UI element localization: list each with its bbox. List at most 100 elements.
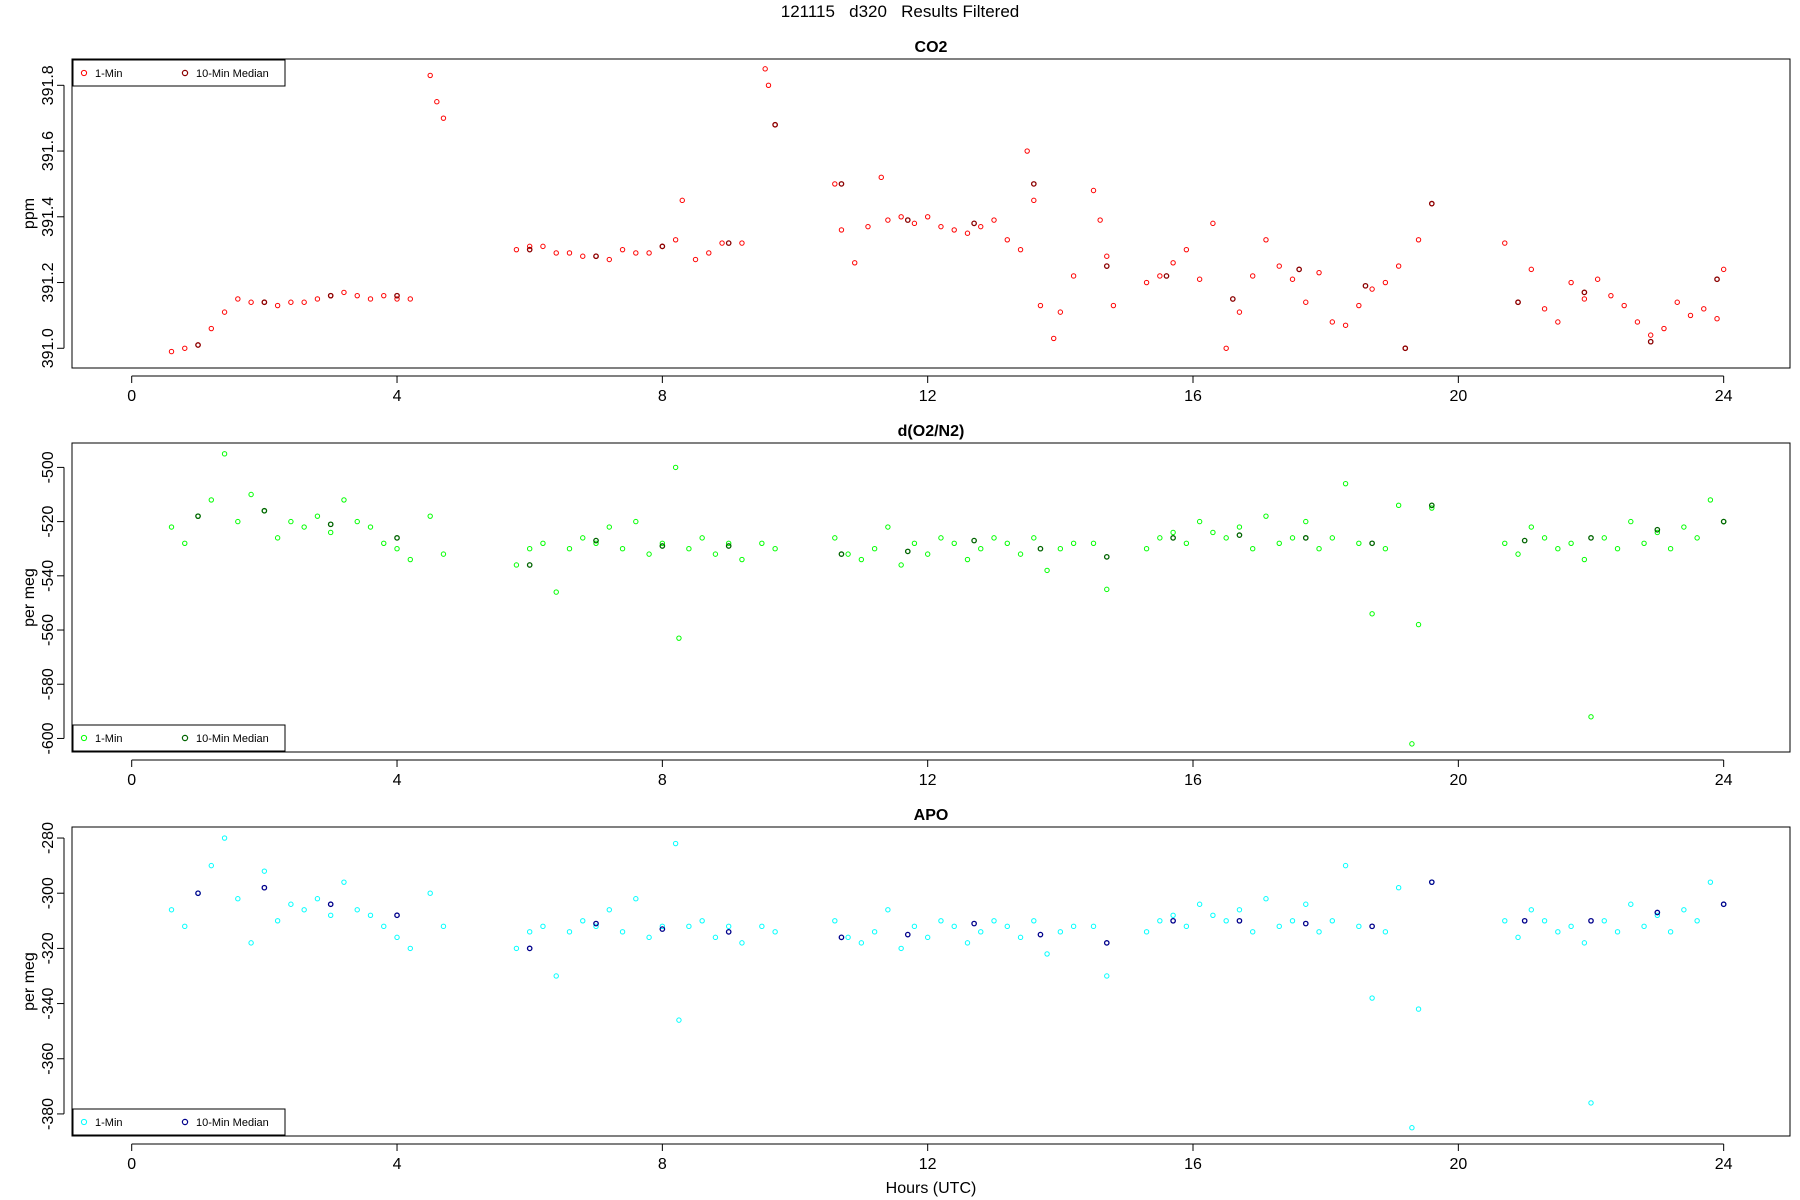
one-min-point bbox=[885, 524, 891, 530]
x-tick-label: 8 bbox=[658, 772, 667, 789]
x-tick-label: 24 bbox=[1715, 1156, 1733, 1173]
one-min-point bbox=[725, 923, 732, 930]
one-min-point bbox=[1429, 505, 1435, 511]
median-point bbox=[327, 521, 334, 528]
one-min-point bbox=[699, 918, 705, 924]
one-min-point bbox=[1342, 862, 1349, 869]
one-min-point bbox=[1017, 934, 1024, 941]
one-min-point bbox=[513, 562, 520, 568]
median-point bbox=[1296, 266, 1302, 273]
one-min-point bbox=[1502, 240, 1508, 246]
one-min-point bbox=[1090, 923, 1097, 930]
one-min-point bbox=[1581, 556, 1588, 563]
one-min-point bbox=[885, 907, 891, 913]
one-min-point bbox=[1289, 918, 1296, 924]
panel-title: d(O2/N2) bbox=[898, 423, 965, 440]
one-min-point bbox=[1395, 884, 1402, 891]
median-point bbox=[659, 243, 666, 250]
median-point bbox=[725, 543, 732, 549]
y-tick-label: -300 bbox=[40, 877, 57, 909]
one-min-point bbox=[1143, 546, 1150, 552]
median-point bbox=[327, 292, 334, 299]
one-min-point bbox=[354, 907, 360, 913]
one-min-point bbox=[301, 524, 307, 530]
one-min-point bbox=[646, 551, 652, 557]
x-tick-label: 16 bbox=[1184, 388, 1202, 405]
one-min-point bbox=[553, 589, 559, 595]
one-min-point bbox=[553, 973, 559, 979]
one-min-point bbox=[1044, 567, 1050, 574]
one-min-point bbox=[1667, 929, 1674, 935]
one-min-point bbox=[1528, 266, 1535, 273]
y-axis-label: per meg bbox=[21, 952, 38, 1011]
one-min-point bbox=[274, 535, 281, 541]
legend-marker-median bbox=[181, 1118, 189, 1126]
one-min-point bbox=[1004, 923, 1010, 930]
one-min-point bbox=[580, 535, 586, 541]
one-min-point bbox=[1707, 497, 1714, 503]
one-min-point bbox=[1555, 929, 1561, 935]
one-min-point bbox=[1661, 325, 1667, 332]
x-tick-label: 4 bbox=[393, 772, 402, 789]
one-min-point bbox=[633, 518, 639, 525]
one-min-point bbox=[911, 923, 918, 930]
one-min-point bbox=[354, 518, 360, 525]
one-min-point bbox=[991, 535, 997, 541]
one-min-point bbox=[394, 296, 400, 302]
legend-box bbox=[72, 1108, 286, 1136]
one-min-point bbox=[898, 945, 904, 952]
one-min-point bbox=[619, 546, 626, 552]
one-min-point bbox=[566, 546, 573, 552]
one-min-point bbox=[978, 546, 984, 552]
legend-box bbox=[72, 724, 286, 752]
median-point bbox=[327, 901, 334, 908]
one-min-point bbox=[221, 835, 228, 841]
one-min-point bbox=[978, 929, 984, 935]
x-tick-label: 12 bbox=[919, 1156, 937, 1173]
one-min-point bbox=[1289, 276, 1296, 282]
median-point bbox=[195, 342, 201, 348]
median-point bbox=[593, 253, 599, 260]
median-point bbox=[904, 548, 911, 555]
x-tick-label: 0 bbox=[127, 388, 136, 405]
x-tick-label: 24 bbox=[1715, 772, 1733, 789]
one-min-point bbox=[619, 929, 626, 935]
one-min-point bbox=[739, 940, 745, 946]
one-min-point bbox=[168, 348, 175, 355]
one-min-point bbox=[938, 918, 944, 924]
legend-marker-one-min bbox=[80, 69, 88, 77]
one-min-point bbox=[1382, 546, 1389, 552]
one-min-point bbox=[672, 237, 679, 243]
one-min-point bbox=[911, 540, 918, 546]
one-min-point bbox=[367, 524, 374, 530]
one-min-point bbox=[168, 524, 175, 530]
one-min-point bbox=[1382, 929, 1389, 935]
median-point bbox=[659, 543, 666, 549]
median-point bbox=[1428, 879, 1435, 886]
one-min-point bbox=[832, 181, 838, 187]
median-point bbox=[1037, 545, 1044, 552]
one-min-point bbox=[858, 556, 865, 563]
median-point bbox=[1037, 931, 1044, 938]
x-tick-label: 24 bbox=[1715, 388, 1733, 405]
one-min-point bbox=[1104, 253, 1110, 259]
one-min-point bbox=[314, 896, 321, 902]
one-min-point bbox=[1223, 345, 1229, 351]
median-point bbox=[195, 890, 201, 897]
x-tick-label: 8 bbox=[658, 388, 667, 405]
one-min-point bbox=[1342, 480, 1349, 487]
one-min-point bbox=[1515, 934, 1521, 941]
median-point bbox=[394, 292, 400, 299]
one-min-point bbox=[1528, 524, 1535, 530]
one-min-point bbox=[1628, 518, 1634, 525]
one-min-point bbox=[1316, 269, 1322, 276]
median-point bbox=[838, 551, 845, 557]
one-min-point bbox=[1634, 319, 1641, 325]
one-min-point bbox=[832, 918, 838, 924]
one-min-point bbox=[341, 879, 347, 885]
one-min-point bbox=[672, 840, 679, 847]
x-tick-label: 12 bbox=[919, 772, 937, 789]
one-min-point bbox=[1303, 901, 1309, 907]
one-min-point bbox=[832, 535, 838, 541]
